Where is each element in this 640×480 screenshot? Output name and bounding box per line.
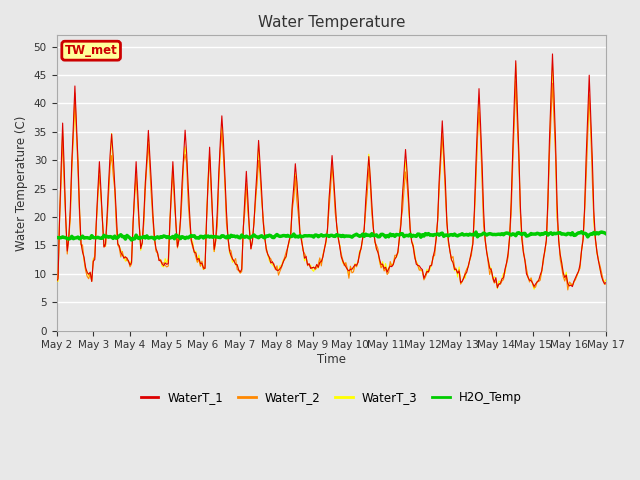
Y-axis label: Water Temperature (C): Water Temperature (C) <box>15 115 28 251</box>
Text: TW_met: TW_met <box>65 44 118 57</box>
Legend: WaterT_1, WaterT_2, WaterT_3, H2O_Temp: WaterT_1, WaterT_2, WaterT_3, H2O_Temp <box>136 387 527 409</box>
X-axis label: Time: Time <box>317 353 346 366</box>
Title: Water Temperature: Water Temperature <box>257 15 405 30</box>
